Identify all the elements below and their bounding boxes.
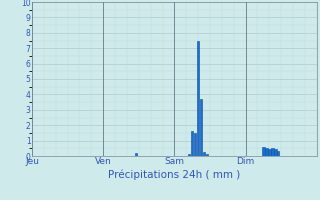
Bar [188,154,190,156]
Bar [191,131,194,156]
Bar [200,99,202,156]
Bar [197,40,199,156]
Bar [277,151,279,156]
Bar [268,149,271,156]
Bar [203,152,205,156]
Bar [206,154,208,156]
Bar [194,133,196,156]
Bar [262,147,265,156]
X-axis label: Précipitations 24h ( mm ): Précipitations 24h ( mm ) [108,169,241,180]
Bar [265,148,268,156]
Bar [271,148,274,156]
Bar [135,153,137,156]
Bar [274,149,276,156]
